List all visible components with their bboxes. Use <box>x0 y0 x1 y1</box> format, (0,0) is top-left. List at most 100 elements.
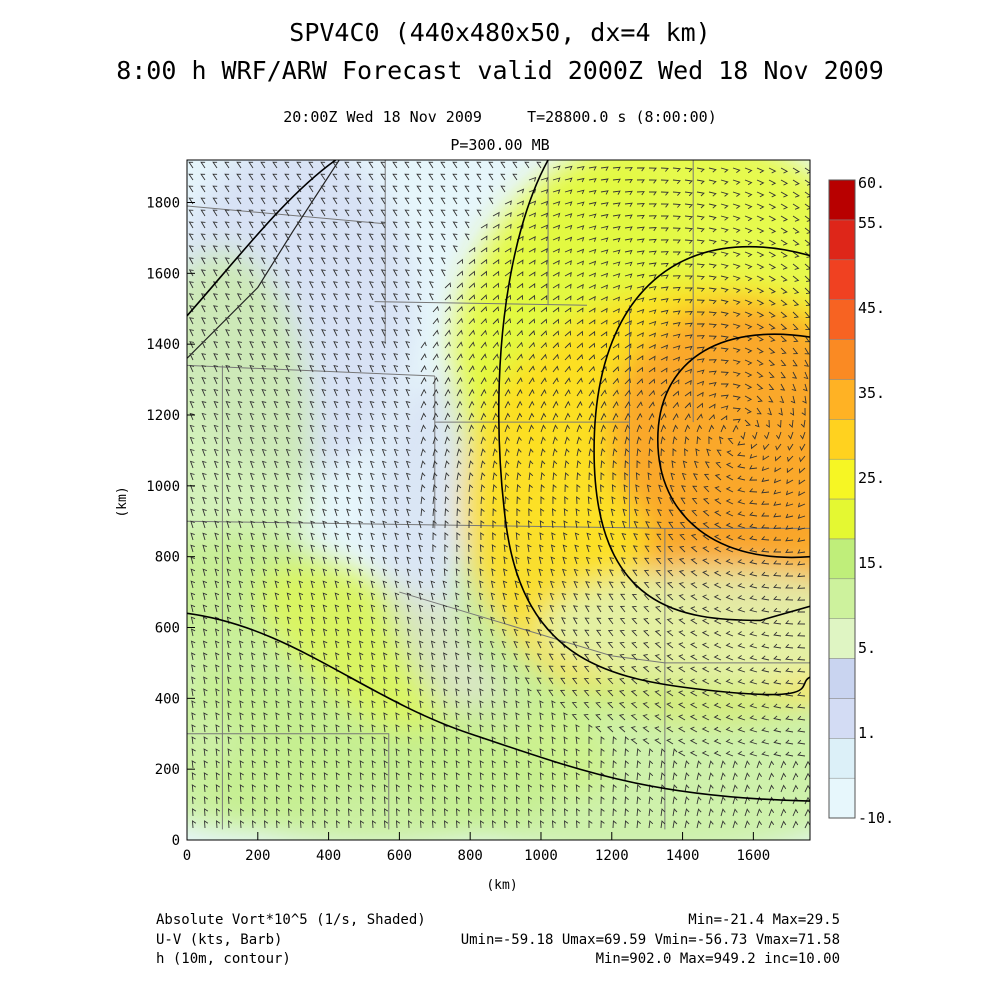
wind-barb <box>608 593 614 601</box>
wind-barb <box>564 377 571 385</box>
wind-barb <box>215 772 220 781</box>
wind-barb <box>642 738 650 745</box>
wind-barb <box>720 415 728 421</box>
wind-barb <box>431 736 436 745</box>
wind-barb <box>334 544 339 553</box>
wind-barb <box>215 808 221 817</box>
wind-barb <box>311 784 317 793</box>
wind-barb <box>455 760 460 769</box>
wind-barb <box>444 424 450 433</box>
wind-barb <box>432 496 438 505</box>
wind-barb <box>744 383 753 390</box>
wind-barb <box>607 701 614 709</box>
wind-barb <box>725 738 734 745</box>
wind-barb <box>655 581 662 589</box>
wind-barb <box>202 520 207 529</box>
wind-barb <box>684 191 693 197</box>
wind-barb <box>284 269 290 277</box>
wind-barb <box>275 736 280 745</box>
wind-barb <box>248 257 254 265</box>
height-contour-line <box>656 333 810 559</box>
wind-barb <box>756 407 762 415</box>
wind-barb <box>492 259 500 265</box>
wind-barb <box>346 544 351 553</box>
wind-barb <box>226 628 232 637</box>
wind-barb <box>571 689 578 697</box>
wind-barb <box>672 345 681 350</box>
wind-barb <box>323 700 328 709</box>
wind-barb <box>404 173 410 181</box>
wind-barb <box>442 628 448 637</box>
wind-barb <box>309 436 315 445</box>
wind-barb <box>708 370 717 375</box>
wind-barb <box>573 556 579 565</box>
wind-barb <box>576 400 583 409</box>
wind-barb <box>251 772 256 781</box>
wind-barb <box>203 700 208 709</box>
wind-barb <box>636 308 645 314</box>
wind-barb <box>431 688 436 697</box>
wind-barb <box>404 221 410 229</box>
wind-barb <box>701 690 710 697</box>
wind-barb <box>576 342 584 349</box>
wind-barb <box>394 544 399 553</box>
wind-barb <box>249 460 255 469</box>
wind-barb <box>213 329 218 337</box>
wind-barb <box>371 736 376 745</box>
wind-barb <box>575 508 580 517</box>
wind-barb <box>468 282 476 289</box>
wind-barb <box>737 703 746 709</box>
wind-barb <box>595 713 602 721</box>
wind-barb <box>334 508 339 517</box>
wind-barb <box>260 305 266 313</box>
wind-barb <box>444 496 450 505</box>
wind-barb <box>780 772 787 781</box>
wind-barb <box>504 520 509 529</box>
wind-barb <box>419 676 424 685</box>
wind-barb <box>708 203 717 209</box>
wind-barb <box>404 257 410 265</box>
wind-barb <box>612 820 617 829</box>
wind-barb <box>407 676 412 685</box>
wind-barb <box>612 796 617 805</box>
wind-barb <box>406 544 411 553</box>
wind-barb <box>212 185 218 193</box>
wind-barb <box>684 808 690 817</box>
wind-barb <box>323 760 328 769</box>
wind-barb <box>680 497 686 505</box>
wind-barb <box>632 557 638 565</box>
wind-barb <box>418 544 423 553</box>
wind-barb <box>586 532 592 541</box>
wind-barb <box>756 808 762 817</box>
wind-barb <box>528 353 535 361</box>
wind-barb <box>213 412 219 421</box>
wind-barb <box>690 534 698 541</box>
wind-barb <box>503 712 508 721</box>
wind-barb <box>720 263 729 269</box>
wind-barb <box>804 275 810 282</box>
wind-barb <box>455 556 461 565</box>
wind-barb <box>480 306 488 313</box>
wind-barb <box>797 549 806 554</box>
wind-barb <box>251 760 256 769</box>
wind-barb <box>432 376 439 385</box>
wind-barb <box>239 700 244 709</box>
wind-barb <box>428 233 434 241</box>
wind-barb <box>624 190 633 196</box>
wind-barb <box>262 592 268 601</box>
wind-barb <box>432 365 439 373</box>
wind-barb <box>491 820 497 829</box>
wind-barb <box>768 275 776 282</box>
wind-barb <box>224 257 230 265</box>
wind-barb <box>419 772 424 781</box>
wind-barb <box>382 568 388 577</box>
wind-barb <box>618 714 626 721</box>
wind-barb <box>660 424 667 433</box>
wind-barb <box>260 293 266 301</box>
wind-barb <box>308 317 314 325</box>
wind-barb <box>226 580 232 589</box>
wind-barb <box>654 666 662 673</box>
wind-barb <box>539 544 544 553</box>
wind-barb <box>656 521 662 529</box>
wind-barb <box>552 330 560 337</box>
